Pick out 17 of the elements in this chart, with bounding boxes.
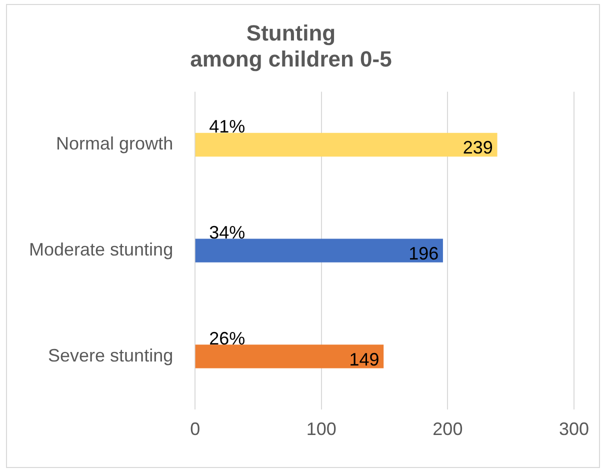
data-label: 196 bbox=[408, 244, 439, 264]
bar bbox=[195, 238, 443, 262]
y-tick-label: Normal growth bbox=[56, 134, 174, 154]
x-tick-label: 200 bbox=[432, 419, 463, 440]
x-tick-label: 100 bbox=[306, 419, 336, 440]
y-tick-label: Severe stunting bbox=[48, 345, 174, 366]
annotation: 41% bbox=[209, 116, 246, 137]
x-tick-label: 0 bbox=[190, 419, 200, 440]
annotation: 34% bbox=[209, 222, 246, 243]
bar bbox=[195, 132, 498, 157]
y-tick-label: Moderate stunting bbox=[28, 240, 174, 260]
chart-title: Stunting among children 0-5 bbox=[190, 20, 392, 72]
bar bbox=[195, 344, 384, 368]
data-label: 239 bbox=[462, 138, 493, 158]
data-label: 149 bbox=[349, 349, 380, 370]
annotation: 26% bbox=[209, 328, 246, 348]
x-tick-label: 300 bbox=[558, 419, 590, 440]
